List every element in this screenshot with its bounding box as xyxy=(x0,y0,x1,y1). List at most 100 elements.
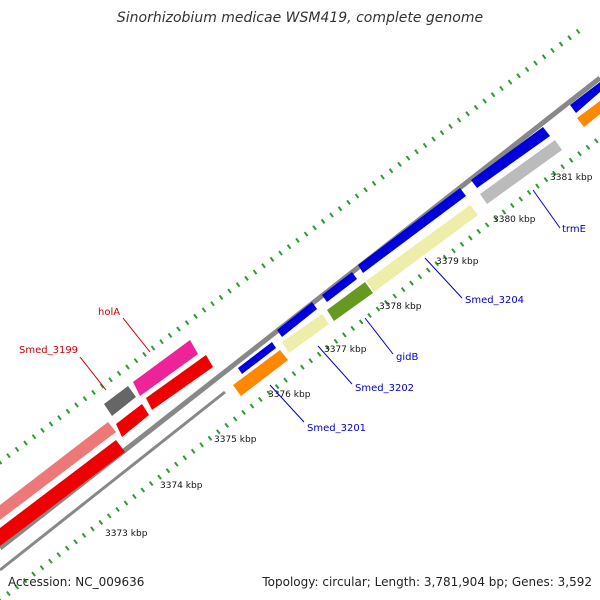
tick-mark xyxy=(434,261,440,267)
tick-mark xyxy=(303,231,309,237)
tick-mark xyxy=(308,358,314,364)
tick-mark xyxy=(82,396,88,402)
tick-mark xyxy=(252,269,258,275)
tick-mark xyxy=(291,371,297,377)
tick-mark xyxy=(465,111,470,117)
tick-mark xyxy=(476,228,482,234)
tick-mark xyxy=(501,209,507,215)
tick-mark xyxy=(216,429,221,435)
tick-mark xyxy=(193,313,198,319)
tick-mark xyxy=(456,117,462,123)
tick-mark xyxy=(541,54,547,60)
tick-label: 3373 kbp xyxy=(105,529,148,539)
tick-mark xyxy=(451,248,456,254)
tick-mark xyxy=(81,532,87,538)
tick-mark xyxy=(31,434,37,440)
tick-mark xyxy=(286,244,292,250)
tick-mark xyxy=(384,299,389,306)
tick-mark xyxy=(585,144,591,150)
tick-mark xyxy=(543,177,549,183)
tick-mark xyxy=(312,225,317,231)
gene-label-gidb: gidB xyxy=(396,352,418,363)
tick-mark xyxy=(533,60,538,66)
tick-mark xyxy=(232,416,238,422)
tick-mark xyxy=(329,212,334,218)
tick-mark xyxy=(184,320,190,326)
tick-mark xyxy=(409,280,414,286)
tick-mark xyxy=(115,506,120,513)
tick-mark xyxy=(73,539,78,545)
gene-label-smed-3199: Smed_3199 xyxy=(19,345,78,356)
tick-mark xyxy=(516,73,521,79)
tick-mark xyxy=(295,237,300,243)
tick-mark xyxy=(380,174,385,180)
tick-mark xyxy=(227,288,232,294)
tick-label: 3375 kbp xyxy=(214,435,257,445)
tick-mark xyxy=(0,460,3,465)
tick-mark xyxy=(91,389,96,395)
tick-mark xyxy=(14,446,20,452)
tick-mark xyxy=(159,339,164,345)
tick-mark xyxy=(300,364,305,370)
label-leaders xyxy=(79,189,561,423)
accession-text: Accession: NC_009636 xyxy=(8,575,144,589)
tick-mark xyxy=(249,403,255,409)
tick-mark xyxy=(99,383,105,389)
tick-mark xyxy=(405,155,411,161)
tick-mark xyxy=(414,149,419,155)
tick-mark xyxy=(507,79,513,85)
gene-block xyxy=(366,205,478,292)
tick-mark xyxy=(371,180,377,187)
tick-mark xyxy=(274,383,280,390)
tick-mark xyxy=(524,66,530,73)
tick-mark xyxy=(148,481,154,487)
tick-mark xyxy=(468,235,473,241)
tick-mark xyxy=(459,241,465,247)
tick-mark xyxy=(108,377,113,383)
tick-mark xyxy=(23,440,28,446)
tick-mark xyxy=(375,306,381,312)
gene-features xyxy=(0,82,600,546)
tick-mark xyxy=(510,202,515,209)
tick-mark xyxy=(64,545,70,551)
tick-label: 3379 kbp xyxy=(436,257,479,267)
tick-mark xyxy=(140,487,146,493)
tick-mark xyxy=(577,151,582,157)
tick-mark xyxy=(90,526,95,532)
tick-mark xyxy=(142,351,147,357)
gene-block xyxy=(146,355,213,410)
tick-mark xyxy=(176,326,181,332)
gene-block xyxy=(233,350,288,396)
tick-mark xyxy=(350,325,356,331)
tick-mark xyxy=(422,142,428,149)
tick-label: 3381 kbp xyxy=(550,173,593,183)
tick-mark xyxy=(258,396,263,403)
tick-mark xyxy=(499,85,504,92)
tick-mark xyxy=(182,455,188,461)
tick-label: 3377 kbp xyxy=(324,345,367,355)
tick-label: 3376 kbp xyxy=(268,390,311,400)
tick-mark xyxy=(261,263,266,269)
tick-mark xyxy=(490,92,496,98)
tick-mark xyxy=(106,513,112,519)
tick-mark xyxy=(199,442,204,448)
tick-mark xyxy=(535,183,540,189)
gene-block xyxy=(0,440,125,546)
tick-mark xyxy=(125,364,130,370)
tick-mark xyxy=(337,206,343,212)
tick-mark xyxy=(354,193,360,199)
tick-mark xyxy=(518,196,524,202)
tick-mark xyxy=(550,47,555,54)
gene-block xyxy=(327,282,373,321)
tick-mark xyxy=(278,250,283,256)
tick-mark xyxy=(6,590,11,597)
tick-mark xyxy=(57,415,62,421)
tick-mark xyxy=(174,461,179,467)
tick-mark xyxy=(560,164,566,170)
tick-mark xyxy=(6,453,11,459)
tick-mark xyxy=(558,41,564,47)
tick-mark xyxy=(244,275,249,281)
tick-mark xyxy=(493,215,498,222)
tick-mark xyxy=(426,267,431,273)
